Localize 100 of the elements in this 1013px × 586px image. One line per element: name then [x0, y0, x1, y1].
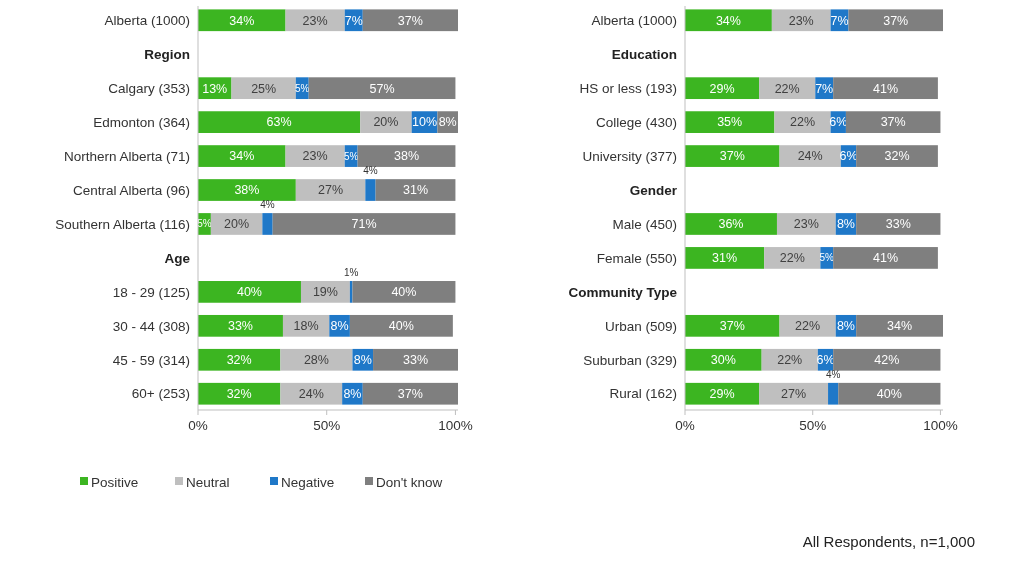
bar [828, 382, 839, 405]
data-label: 20% [373, 115, 399, 130]
data-label: 27% [781, 387, 807, 402]
data-label: 4% [363, 165, 378, 177]
bar [357, 145, 456, 167]
x-tick-label: 0% [188, 418, 208, 433]
data-label: 24% [797, 149, 823, 164]
bar [362, 9, 458, 32]
data-label: 19% [312, 285, 338, 300]
bar [295, 179, 366, 201]
bar [198, 145, 286, 167]
y-tick-label: Urban (509) [604, 318, 677, 334]
bar [198, 314, 283, 337]
bar [262, 213, 273, 235]
data-label: 8% [353, 353, 372, 368]
text: All Respondents, n=1,000 [802, 533, 975, 551]
data-label: 27% [318, 183, 344, 198]
bar [685, 9, 772, 32]
bar [774, 111, 831, 133]
y-tick-label: HS or less (193) [579, 80, 677, 96]
y-tick-label: Community Type [568, 284, 678, 300]
data-label: 23% [302, 13, 328, 28]
data-label: 33% [227, 319, 253, 334]
bar [280, 382, 343, 405]
data-label: 33% [885, 217, 911, 232]
bar [308, 77, 456, 100]
bar [848, 9, 943, 32]
data-label: 34% [887, 319, 913, 334]
data-label: 41% [873, 251, 899, 266]
data-label: 7% [344, 13, 363, 28]
data-label: 28% [303, 353, 329, 368]
data-label: 22% [789, 115, 816, 130]
y-tick-label: Southern Alberta (116) [55, 216, 190, 232]
data-label: 4% [260, 199, 275, 211]
data-label: 42% [874, 353, 900, 368]
data-label: 38% [234, 183, 260, 198]
bar [198, 281, 301, 303]
data-label: 63% [266, 115, 292, 130]
data-label: 40% [391, 285, 417, 300]
y-tick-label: Calgary (353) [108, 80, 190, 96]
data-label: 10% [412, 115, 438, 130]
data-label: 8% [836, 217, 855, 232]
y-tick-label: Suburban (329) [583, 352, 677, 368]
bar [685, 145, 780, 167]
data-label: 40% [388, 319, 414, 334]
data-label: 23% [302, 149, 328, 164]
bar [198, 9, 286, 32]
data-label: 4% [825, 368, 841, 380]
data-label: 29% [709, 387, 735, 402]
bar [856, 145, 938, 167]
y-tick-label: Northern Alberta (71) [63, 148, 190, 164]
y-tick-label: 18 - 29 (125) [112, 284, 190, 300]
bar [845, 111, 941, 133]
data-label: 40% [236, 285, 262, 300]
data-label: 35% [717, 115, 743, 130]
y-tick-label: 60+ (253) [131, 386, 190, 402]
data-label: 37% [719, 149, 745, 164]
y-tick-label: Male (450) [612, 216, 677, 232]
y-tick-label: Region [144, 46, 190, 62]
bar [685, 314, 780, 337]
x-tick-label: 100% [438, 418, 473, 433]
bar [685, 111, 775, 133]
data-label: 5% [197, 218, 212, 230]
bar [833, 247, 938, 269]
data-label: 34% [715, 13, 741, 28]
x-tick-label: 100% [923, 418, 958, 433]
y-tick-label: 45 - 59 (314) [112, 352, 190, 368]
bar [833, 348, 941, 371]
bar [198, 179, 296, 201]
bar [685, 382, 760, 405]
data-label: 34% [229, 149, 255, 164]
data-label: 23% [793, 217, 819, 232]
bar [856, 314, 943, 337]
data-label: 37% [880, 115, 906, 130]
data-label: 18% [293, 319, 319, 334]
bar [685, 77, 760, 100]
y-tick-label: Alberta (1000) [591, 12, 677, 28]
data-label: 25% [251, 81, 277, 96]
data-label: 7% [815, 81, 834, 96]
data-label: 20% [224, 217, 250, 232]
data-label: 8% [330, 319, 349, 334]
bar [771, 9, 831, 32]
legend-label: Neutral [186, 474, 230, 490]
y-tick-label: Female (550) [596, 250, 677, 266]
bar [198, 348, 281, 371]
data-label: 7% [830, 13, 849, 28]
y-tick-label: Education [611, 46, 677, 62]
bar [198, 111, 361, 133]
bar [779, 145, 841, 167]
x-tick-label: 0% [675, 418, 695, 433]
bar [272, 213, 456, 235]
data-label: 33% [403, 353, 429, 368]
legend-label: Don't know [376, 474, 443, 490]
data-label: 32% [884, 149, 910, 164]
data-label: 5% [819, 252, 835, 264]
y-tick-label: Alberta (1000) [104, 12, 190, 28]
y-tick-label: Rural (162) [609, 386, 677, 402]
data-label: 37% [883, 13, 909, 28]
bar [231, 77, 296, 100]
bar [838, 382, 941, 405]
